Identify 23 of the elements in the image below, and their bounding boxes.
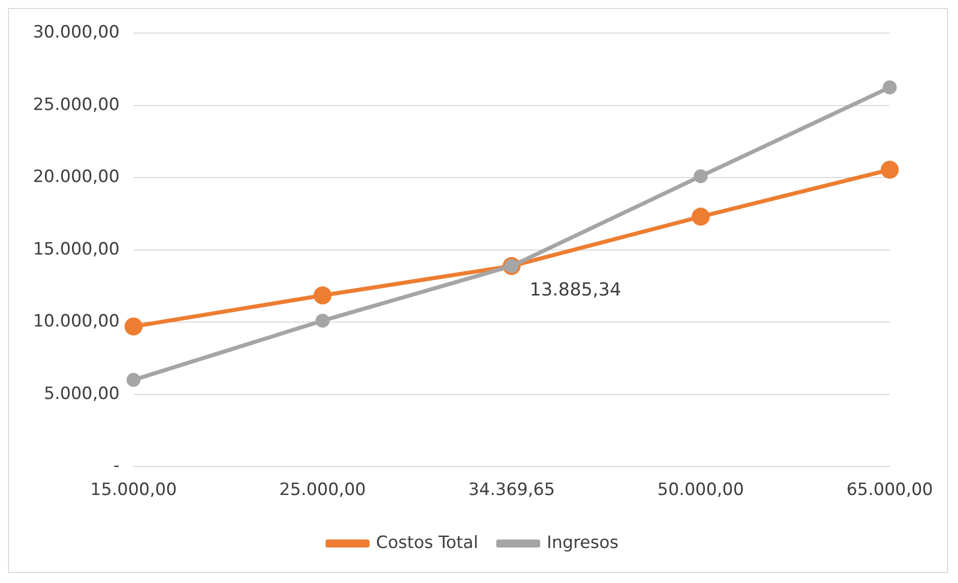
y-tick-label: 15.000,00 xyxy=(32,239,120,260)
x-tick-label: 34.369,65 xyxy=(468,480,555,500)
annotation: 13.885,34 xyxy=(530,280,622,301)
legend-label: Costos Total xyxy=(376,532,478,553)
point xyxy=(882,80,897,94)
point xyxy=(126,372,141,387)
x-tick-label: 25.000,00 xyxy=(279,480,366,500)
point xyxy=(880,160,899,179)
point xyxy=(124,317,143,336)
legend-label: Ingresos xyxy=(546,532,619,553)
point xyxy=(692,208,710,226)
y-tick-label: 20.000,00 xyxy=(32,167,120,188)
point xyxy=(694,169,708,184)
y-tick-label: 25.000,00 xyxy=(32,94,120,115)
x-tick-label: 65.000,00 xyxy=(846,480,934,500)
x-tick-label: 15.000,00 xyxy=(90,480,177,500)
point xyxy=(316,314,330,328)
y-tick-label: 10.000,00 xyxy=(32,312,120,332)
y-tick-label: - xyxy=(113,456,120,476)
point xyxy=(314,286,332,304)
y-tick-label: 5.000,00 xyxy=(44,384,120,404)
y-tick-label: 30.000,00 xyxy=(32,22,120,43)
x-tick-label: 50.000,00 xyxy=(657,480,744,500)
